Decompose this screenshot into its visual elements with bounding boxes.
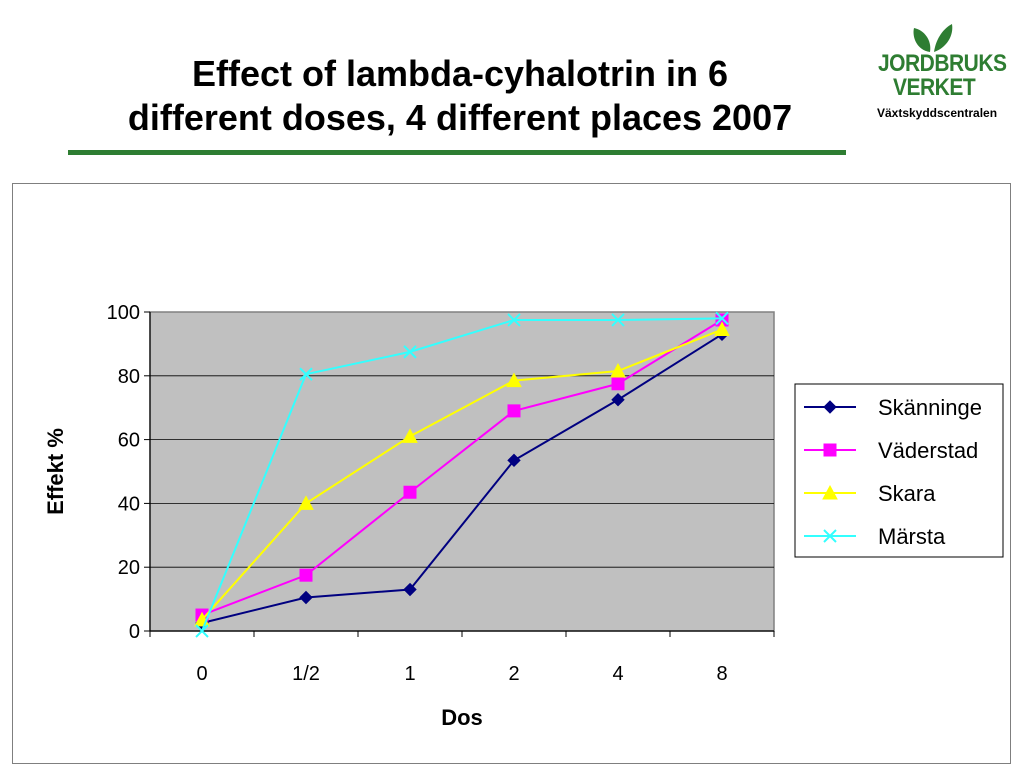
- series-line: [201, 333, 723, 624]
- data-point: [402, 428, 418, 443]
- leaves-icon: [913, 24, 953, 52]
- legend-item: Väderstad: [804, 438, 978, 463]
- data-point: [611, 393, 625, 407]
- x-tick-label: 1/2: [292, 663, 320, 685]
- legend-item: Skara: [804, 481, 936, 506]
- data-point: [507, 313, 521, 327]
- legend-marker: [823, 529, 837, 543]
- legend-label: Märsta: [878, 524, 946, 549]
- data-point: [403, 582, 417, 597]
- data-point: [299, 367, 313, 381]
- legend-item: Skänninge: [804, 395, 982, 420]
- legend-marker: [823, 443, 837, 457]
- data-point: [298, 495, 314, 510]
- chart-frame: 0 20 40 60 80 100 0 1/2 1 2 4 8 Dos Effekt % Skänninge…: [12, 183, 1011, 764]
- logo-text-line-2: VERKET: [893, 74, 976, 101]
- data-point: [507, 453, 521, 468]
- series-line: [201, 319, 723, 616]
- y-axis-title: Effekt %: [43, 428, 68, 515]
- legend-label: Skänninge: [878, 395, 982, 420]
- legend-item: Märsta: [804, 524, 946, 549]
- y-tick-label: 0: [129, 621, 140, 643]
- legend-marker: [823, 400, 837, 414]
- data-point: [611, 313, 625, 327]
- data-point: [714, 321, 730, 337]
- x-tick-label: 1: [404, 663, 415, 685]
- y-tick-label: 60: [118, 430, 140, 452]
- plot-area: [149, 311, 775, 632]
- y-tick-label: 80: [118, 366, 140, 388]
- series-m-rsta: [195, 311, 729, 638]
- title-underline: [68, 150, 846, 155]
- data-point: [195, 624, 209, 638]
- jordbruksverket-logo: JORDBRUKS VERKET Växtskyddscentralen: [862, 22, 1012, 127]
- y-tick-label: 40: [118, 493, 140, 515]
- x-tick-label: 8: [716, 663, 727, 685]
- line-chart: 0 20 40 60 80 100 0 1/2 1 2 4 8 Dos Effekt % Skänninge…: [43, 302, 1004, 730]
- data-point: [506, 372, 522, 388]
- legend-label: Väderstad: [878, 438, 978, 463]
- legend-label: Skara: [878, 481, 936, 506]
- data-point: [299, 568, 313, 582]
- x-tick-label: 2: [508, 663, 519, 685]
- x-tick-label: 0: [196, 663, 207, 685]
- slide-title: Effect of lambda-cyhalotrin in 6 differe…: [60, 52, 860, 140]
- series-line: [201, 328, 723, 621]
- legend: Skänninge Väderstad Skara Märsta: [794, 383, 1004, 558]
- data-point: [299, 590, 313, 605]
- x-tick-label: 4: [612, 663, 623, 685]
- y-tick-label: 20: [118, 557, 140, 579]
- title-line-2: different doses, 4 different places 2007: [127, 97, 793, 138]
- data-point: [715, 311, 729, 326]
- title-line-1: Effect of lambda-cyhalotrin in 6: [191, 53, 729, 94]
- logo-subtitle: Växtskyddscentralen: [876, 106, 998, 120]
- data-point: [403, 345, 417, 359]
- logo-text-line-1: JORDBRUKS: [878, 50, 1007, 77]
- data-point: [507, 404, 521, 418]
- data-point: [403, 485, 417, 499]
- data-point: [611, 377, 625, 391]
- y-tick-label: 100: [107, 302, 140, 324]
- legend-marker: [822, 484, 838, 500]
- data-point: [610, 362, 626, 378]
- series-line: [201, 317, 723, 632]
- x-axis-title: Dos: [441, 705, 483, 730]
